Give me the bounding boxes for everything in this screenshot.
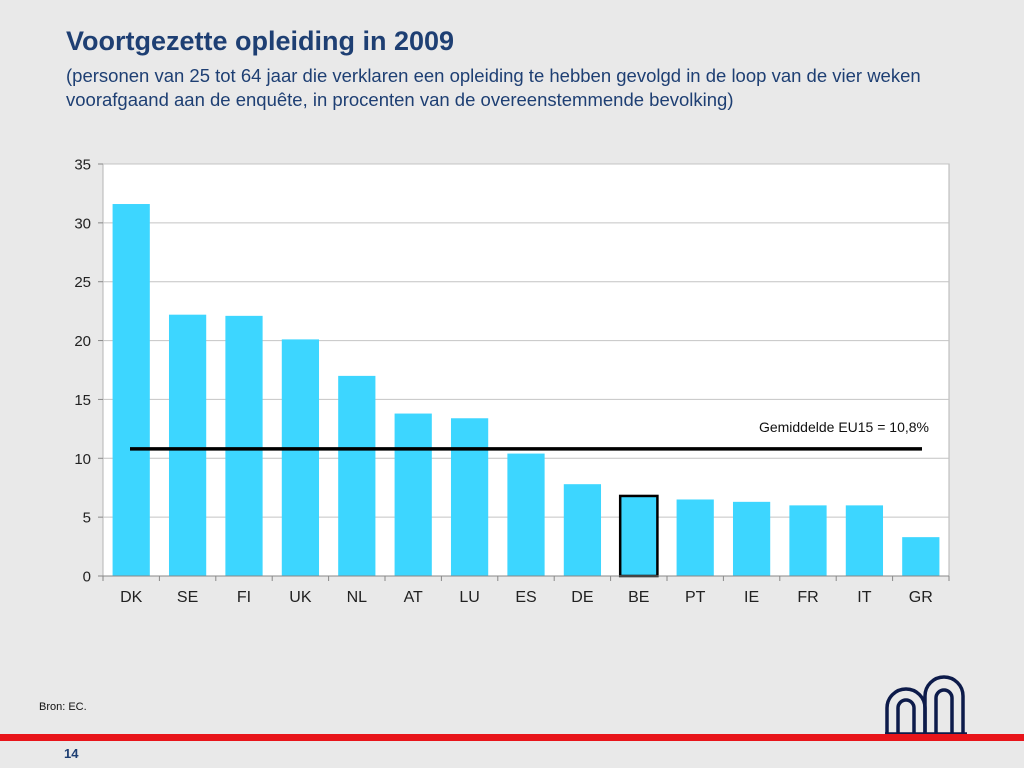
bar-dk [112,204,150,576]
bar-fi [225,315,263,576]
bar-se [168,314,207,576]
bar-de [563,484,602,576]
bar-pt [676,499,714,576]
page-number: 14 [64,746,79,761]
bar-fr [789,505,827,576]
y-tick-label: 35 [74,157,91,174]
x-tick-label: IT [857,589,871,606]
bar-uk [281,339,320,576]
x-tick-label: NL [347,589,368,606]
bar-be [618,494,659,578]
y-tick-label: 5 [83,510,91,527]
y-tick-label: 25 [74,274,91,291]
bar-it [845,505,884,576]
organization-logo [885,675,967,736]
slide-title: Voortgezette opleiding in 2009 [66,26,455,56]
x-tick-label: FI [237,589,251,606]
bar-lu [450,418,489,576]
bar-ie [732,501,771,576]
slide-subtitle: (personen van 25 tot 64 jaar die verklar… [66,65,921,110]
bar-es [507,453,545,576]
bar-gr [902,537,940,576]
y-tick-label: 20 [74,333,91,350]
x-tick-label: UK [289,589,312,606]
bar-at [394,413,432,576]
x-tick-label: SE [177,589,198,606]
y-tick-label: 30 [74,215,91,232]
x-tick-label: BE [628,589,649,606]
reference-line-label: Gemiddelde EU15 = 10,8% [759,419,929,435]
x-tick-label: IE [744,589,759,606]
x-tick-label: LU [459,589,479,606]
y-tick-label: 0 [83,569,91,586]
bar-chart: 0 5 10 15 20 25 30 35 DK SE FI UK NL AT LU ES DE BE PT IE FR… [74,157,950,606]
footer-red-line [0,734,1024,741]
y-tick-label: 15 [74,392,91,409]
y-tick-label: 10 [74,451,91,468]
x-tick-label: DE [571,589,593,606]
source-note: Bron: EC. [39,701,87,713]
bar-nl [338,375,376,576]
x-tick-label: PT [685,589,706,606]
x-tick-label: FR [797,589,818,606]
x-tick-label: GR [909,589,933,606]
x-tick-label: ES [515,589,536,606]
x-tick-label: DK [120,589,143,606]
x-tick-label: AT [404,589,423,606]
